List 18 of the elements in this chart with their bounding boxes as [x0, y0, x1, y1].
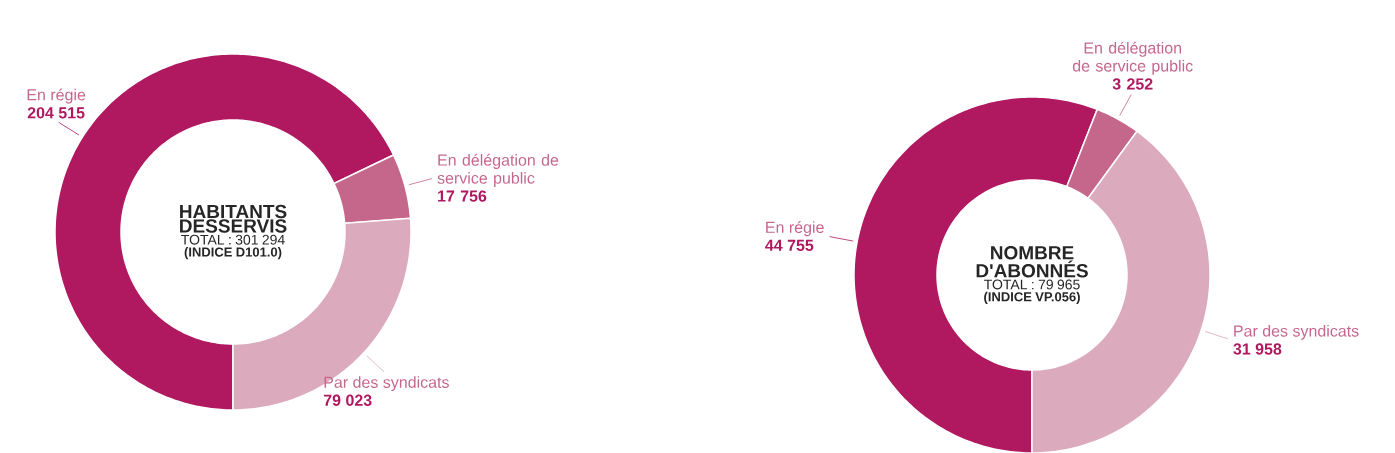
slice-label: Par des syndicats — [324, 376, 449, 392]
slice-label: Par des syndicats — [1234, 324, 1359, 340]
data-label: 204 515 — [27, 107, 85, 119]
slice-label: En délégation de service public — [437, 153, 559, 187]
data-label: 3 252 — [1112, 78, 1153, 90]
data-label: 31 958 — [1233, 343, 1282, 355]
data-label: 79 023 — [323, 394, 372, 406]
slice-label: En délégation de service public — [1072, 41, 1193, 75]
text: (INDICE D101.0) — [184, 247, 282, 260]
data-label: 44 755 — [765, 239, 814, 252]
text: (INDICE VP.056) — [984, 291, 1080, 304]
slice-label: En régie — [27, 88, 86, 104]
text: NOMBRE D'ABONNÉS — [976, 246, 1088, 278]
data-label: 17 756 — [438, 190, 487, 202]
text: TOTAL : 301 294 — [181, 234, 285, 245]
text: HABITANTS DESSERVIS — [180, 204, 287, 233]
slice-label: En régie — [766, 221, 824, 237]
text: TOTAL : 79 965 — [984, 279, 1080, 290]
